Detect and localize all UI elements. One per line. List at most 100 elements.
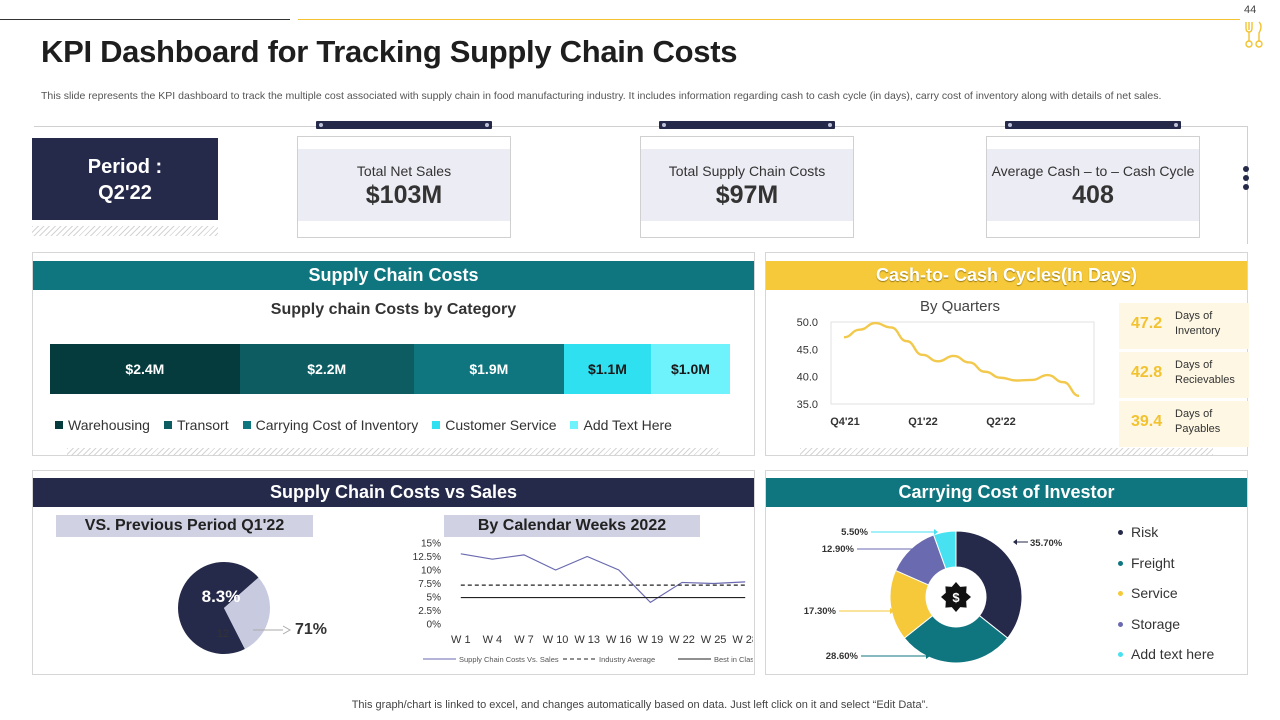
legend-label: Best in Class [714,655,753,664]
bar-segment: $1.1M [563,344,651,394]
cash-stat-value: 42.8 [1131,364,1163,381]
legend-item: Warehousing [55,417,150,433]
more-options-icon[interactable] [1243,166,1251,193]
legend-label: Risk [1131,524,1159,540]
cutlery-icon [1245,21,1263,48]
y-tick-label: 15% [421,539,441,550]
cash-stat-value: 39.4 [1131,413,1163,430]
kpi-value: $97M [715,181,779,209]
kpi-clip [1005,121,1181,129]
panel-hatch [67,448,720,456]
legend-label: Storage [1131,615,1181,632]
legend-swatch [242,421,251,429]
legend-label: Transort [176,417,229,433]
legend-label: Freight [1131,554,1175,571]
legend-item: Customer Service [432,417,556,433]
panel-title: Supply Chain Costs [33,261,754,290]
y-tick-label: 10% [421,566,441,577]
x-tick-label: W 19 [638,634,664,646]
legend-item: Risk [1118,522,1214,553]
legend-label: Add Text Here [583,417,672,433]
cash-stat-row: 47.2 Days of Inventory [1119,303,1249,349]
kpi-label: Average Cash – to – Cash Cycle [991,163,1195,179]
legend-bullet [1118,621,1123,627]
x-tick-label: Q4'21 [830,416,860,428]
kpi-label: Total Supply Chain Costs [668,163,826,179]
vs-previous-pie: 8.3% 12 [178,562,292,654]
legend-item: Transort [163,417,229,433]
cash-stat-label: Days of Payables [1175,408,1221,435]
page-subtitle: This slide represents the KPI dashboard … [41,90,1162,102]
bar-segment: $1.0M [650,344,730,394]
kpi-clip [659,121,835,129]
donut-slice [933,530,957,570]
x-tick-label: Q2'22 [986,416,1016,428]
donut-slice [955,530,1023,639]
label-arrow-icon [934,529,938,535]
dollar-sign: $ [952,590,960,605]
badge-shape [941,582,971,612]
kpi-card-cash-cycle: Average Cash – to – Cash Cycle 408 [986,136,1200,238]
header-divider-gold [298,19,1240,20]
label-arrow-icon [890,608,894,614]
x-tick-label: W 1 [451,634,471,646]
cash-cycle-line-chart: By Quarters 50.0 45.0 40.0 35.0 Q4'21 Q1'22 Q2'… [797,298,1095,428]
donut-value-label: 12.90% [822,544,855,555]
x-tick-label: W 4 [483,634,503,646]
donut-slice [903,614,1009,664]
legend-bullet [1118,560,1123,566]
chart-title: By Quarters [920,298,1000,315]
kpi-value: 408 [1072,181,1114,209]
cash-stat-row: 42.8 Days of Recievables [1119,352,1249,398]
label-arrow-icon [1013,539,1017,545]
cash-stats: 47.2 Days of Inventory 42.8 Days of Recievabl… [1119,303,1249,447]
panel-supply-chain-costs: Supply Chain Costs Supply chain Costs by… [32,252,755,456]
cash-stat-value: 47.2 [1131,315,1163,332]
legend-item: Service [1118,583,1214,614]
panel-hatch [800,448,1213,456]
legend-bullet [1118,652,1123,657]
period-value: Q2'22 [98,182,152,204]
callout-arrow-icon [282,625,292,635]
cash-stat-label: Days of Inventory [1175,310,1221,337]
donut-value-label: 35.70% [1030,538,1063,549]
legend-swatch [432,421,441,429]
y-tick-label: 2.5% [418,606,441,617]
kpi-card-supply-chain-costs: Total Supply Chain Costs $97M [640,136,854,238]
chart-title: Supply chain Costs by Category [270,301,517,318]
legend-bullet [1118,591,1123,596]
legend-label: Supply Chain Costs Vs. Sales [459,655,559,664]
legend-item: Add Text Here [570,417,672,433]
period-label: Period : [87,156,163,178]
vs-previous-label: VS. Previous Period Q1'22 [56,515,313,537]
plot-frame [830,321,1095,405]
donut-value-label: 17.30% [804,606,837,617]
page-number: 44 [1244,4,1257,16]
pie-slice [224,577,270,649]
kpi-clip [316,121,492,129]
x-tick-label: W 16 [606,634,632,646]
weeks-label: By Calendar Weeks 2022 [444,515,700,537]
legend-label: Add text here [1131,646,1215,662]
stacked-bar: $2.4M $2.2M $1.9M $1.1M $1.0M [50,344,730,394]
kpi-card-net-sales: Total Net Sales $103M [297,136,511,238]
legend-item: Storage [1118,614,1214,645]
bar-segment: $1.9M [413,344,564,394]
x-tick-label: W 13 [574,634,600,646]
label-arrow-icon [926,653,930,659]
y-tick-label: 40.0 [797,372,818,384]
label-arrow-icon [916,546,920,552]
legend-label: Warehousing [68,417,150,433]
period-hatch [32,226,218,236]
pie-label-inner: 12 [217,628,229,640]
donut-value-label: 5.50% [841,527,868,538]
pie-slice [178,562,259,654]
cash-cycle-series-line [843,321,1080,397]
vs-previous-callout: 71% [295,621,328,638]
legend-label: Customer Service [445,417,557,433]
x-tick-label: W 10 [543,634,569,646]
x-tick-label: Q1'22 [908,416,938,428]
legend-label: Service [1131,585,1178,601]
legend-bullet [1118,530,1123,535]
y-tick-label: 7.5% [418,579,441,590]
